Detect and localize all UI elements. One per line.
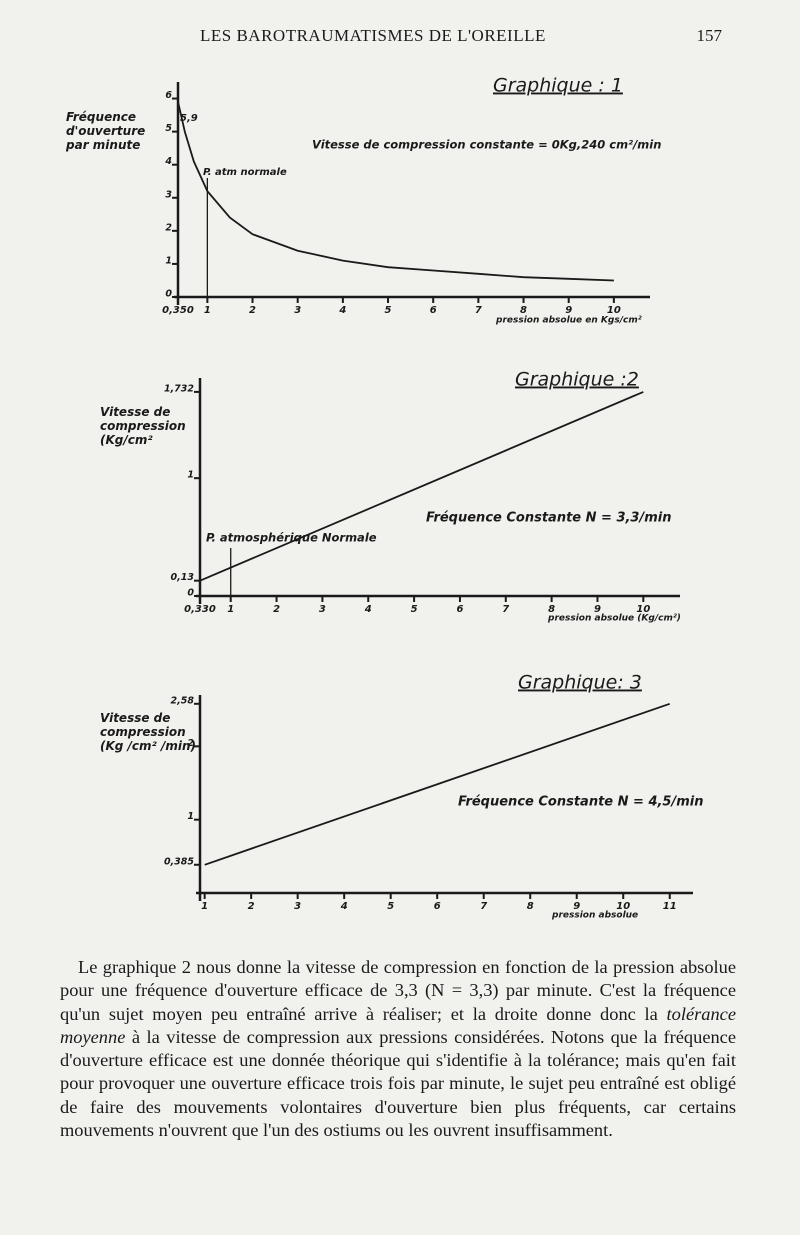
x-tick-label: 10: [607, 305, 621, 316]
x-axis-label: pression absolue en Kgs/cm²: [495, 316, 642, 326]
y-tick-label: 0: [165, 289, 172, 300]
y-tick-label: 2: [187, 738, 194, 749]
paragraph-emphasis: tolérance moyenne: [60, 1003, 736, 1047]
axis-label: Fréquence d'ouverture par minute: [65, 110, 145, 152]
x-tick-label: 3: [319, 604, 326, 615]
x-tick-label: 10: [636, 604, 650, 615]
x-tick-label: 8: [548, 604, 555, 615]
running-header: LES BAROTRAUMATISMES DE L'OREILLE 157: [0, 26, 800, 50]
chart-title: Graphique :2: [515, 369, 639, 391]
chart-title: Graphique: 3: [518, 672, 642, 694]
x-tick-label: 2: [249, 305, 256, 316]
axis-label: Vitesse de compression (Kg/cm²: [100, 405, 186, 447]
annotation: P. atmosphérique Normale: [206, 531, 377, 545]
x-tick-label: 1: [201, 901, 208, 912]
annotation: Fréquence Constante N = 3,3/min: [426, 511, 671, 526]
y-tick-label: 0: [187, 588, 194, 599]
x-tick-label: 7: [502, 604, 509, 615]
y-tick-label: 0,385: [164, 856, 194, 867]
x-tick-label: 2: [273, 604, 280, 615]
x-tick-label: 6: [430, 305, 437, 316]
y-tick-label: 1,732: [164, 383, 194, 394]
x-tick-label: 6: [456, 604, 463, 615]
x-tick-label: 0,350: [162, 305, 194, 316]
annotation: Fréquence Constante N = 4,5/min: [458, 795, 703, 810]
x-tick-label: 5: [411, 604, 418, 615]
x-tick-label: 7: [475, 305, 482, 316]
annotation: P. atm normale: [203, 167, 287, 178]
paragraph: Le graphique 2 nous donne la vitesse de …: [60, 956, 736, 1142]
x-tick-label: 5: [385, 305, 392, 316]
x-tick-label: 4: [338, 305, 346, 316]
x-tick-label: 4: [340, 901, 348, 912]
axis-label: Vitesse de compression (Kg /cm² /min): [100, 711, 196, 753]
y-tick-label: 1: [165, 255, 172, 266]
x-tick-label: 10: [616, 901, 630, 912]
x-tick-label: 3: [294, 901, 301, 912]
y-tick-label: 4: [164, 156, 172, 167]
data-line: [204, 702, 670, 866]
x-tick-label: 8: [527, 901, 534, 912]
header-title: LES BAROTRAUMATISMES DE L'OREILLE: [200, 26, 546, 45]
x-tick-label: 11: [663, 901, 677, 912]
y-tick-label: 0,13: [171, 572, 195, 583]
x-tick-label: 2: [248, 901, 255, 912]
chart-title: Graphique : 1: [493, 75, 623, 97]
x-tick-label: 4: [364, 604, 372, 615]
x-tick-label: 0,330: [184, 604, 216, 615]
y-tick-label: 6: [165, 90, 172, 101]
data-line: [177, 101, 614, 282]
page-number: 157: [696, 26, 723, 45]
y-tick-label: 3: [165, 189, 172, 200]
paragraph-text: Le graphique 2 nous donne la vitesse de …: [60, 957, 736, 1024]
y-tick-label: 5: [165, 123, 172, 134]
x-axis-label: pression absolue (Kg/cm²): [547, 614, 681, 624]
x-tick-label: 8: [520, 305, 527, 316]
annotation: 5,9: [180, 113, 198, 124]
x-tick-label: 1: [204, 305, 211, 316]
x-tick-label: 6: [434, 901, 441, 912]
annotation: Vitesse de compression constante = 0Kg,2…: [312, 138, 661, 152]
y-tick-label: 2: [165, 222, 172, 233]
x-axis-label: pression absolue: [551, 911, 638, 921]
y-tick-label: 2,58: [171, 695, 195, 706]
paragraph-text: à la vitesse de compression aux pression…: [60, 1026, 736, 1141]
x-tick-label: 9: [594, 604, 601, 615]
y-tick-label: 1: [187, 470, 194, 481]
data-line: [199, 391, 644, 582]
x-tick-label: 5: [387, 901, 394, 912]
x-tick-label: 7: [480, 901, 487, 912]
y-tick-label: 1: [187, 811, 194, 822]
x-tick-label: 1: [227, 604, 234, 615]
charts: Graphique : 10,350 1 2 3 4 5 6 7 8 9 100123456Fréq…: [65, 75, 703, 921]
x-tick-label: 9: [573, 901, 580, 912]
x-tick-label: 9: [565, 305, 572, 316]
x-tick-label: 3: [294, 305, 301, 316]
